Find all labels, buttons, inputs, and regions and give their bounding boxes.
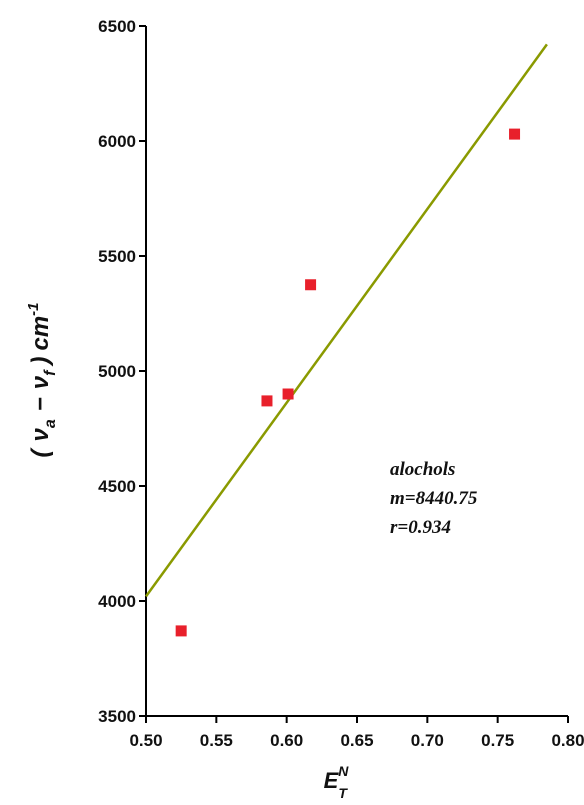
- fit-line-group: [144, 43, 548, 598]
- y-label-close: ): [27, 357, 54, 368]
- y-label-vf-sub: f: [42, 369, 59, 376]
- y-tick-label: 4000: [98, 592, 136, 611]
- y-label-vf: ν: [27, 375, 54, 389]
- y-tick-label: 5000: [98, 362, 136, 381]
- y-label-open: (: [27, 447, 54, 458]
- data-point: [509, 128, 521, 140]
- annotation-line-2: m=8440.75: [390, 488, 478, 509]
- y-label-unit: cm: [27, 316, 54, 351]
- x-tick-label: 0.75: [481, 731, 514, 750]
- y-tick-label: 5500: [98, 247, 136, 266]
- y-label-va: ν: [27, 428, 54, 442]
- data-point: [305, 279, 317, 291]
- fit-line: [144, 43, 548, 598]
- y-tick-label: 3500: [98, 707, 136, 726]
- annotation: alochols m=8440.75 r=0.934: [390, 459, 478, 538]
- x-tick-label: 0.55: [200, 731, 233, 750]
- data-point: [261, 395, 273, 407]
- x-tick-label: 0.70: [411, 731, 444, 750]
- data-point: [175, 625, 187, 637]
- data-point: [282, 388, 294, 400]
- y-label-minus: −: [27, 397, 54, 411]
- y-axis-label: (νa−νf)cm-1: [25, 303, 59, 458]
- x-tick-label: 0.60: [270, 731, 303, 750]
- x-tick-label: 0.50: [129, 731, 162, 750]
- x-label-sup: N: [338, 763, 349, 779]
- annotation-line-1: alochols: [390, 459, 455, 480]
- y-label-unit-sup: -1: [25, 303, 42, 316]
- data-points: [175, 128, 521, 637]
- y-tick-label: 4500: [98, 477, 136, 496]
- x-tick-label: 0.80: [551, 731, 584, 750]
- x-axis-label: EN T: [324, 763, 350, 801]
- x-ticks: 0.50 0.55 0.60 0.65 0.70 0.75 0.80: [129, 716, 584, 750]
- x-tick-label: 0.65: [340, 731, 373, 750]
- y-tick-label: 6000: [98, 132, 136, 151]
- annotation-line-3: r=0.934: [390, 517, 451, 538]
- y-ticks: 3500 4000 4500 5000 5500 6000 6500: [98, 17, 146, 726]
- axes: [145, 26, 568, 717]
- x-label-sub: T: [338, 785, 348, 801]
- y-label-va-sub: a: [42, 419, 59, 428]
- y-tick-label: 6500: [98, 17, 136, 36]
- x-label-main: E: [324, 768, 340, 793]
